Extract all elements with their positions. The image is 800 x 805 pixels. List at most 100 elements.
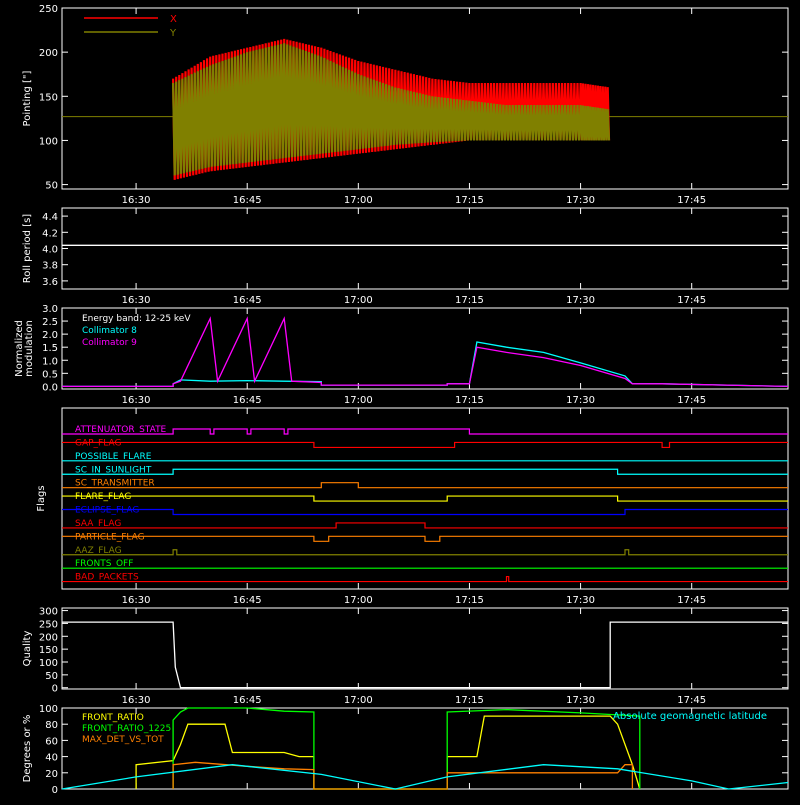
energy-band-annotation: Energy band: 12-25 keV: [82, 314, 191, 324]
y-tick-label: 1.5: [42, 343, 58, 354]
x-tick-label: 17:30: [566, 595, 595, 606]
panel-4: 16:30 16:45 17:00 17:15 17:30 17:45 0 50 100 150 2…: [22, 607, 789, 706]
x-tick-label: 17:45: [677, 295, 706, 306]
legend-label: Y: [169, 28, 177, 39]
x-tick-label: 17:15: [455, 695, 484, 706]
flag-trace: [62, 522, 788, 529]
y-tick-label: 150: [39, 645, 58, 656]
legend-label: FRONT_RATIO_1225: [82, 724, 171, 734]
x-tick-label: 16:30: [122, 395, 151, 406]
y-tick-label: 100: [39, 658, 58, 669]
y-tick-label: 200: [39, 632, 58, 643]
y-tick-label: 300: [39, 607, 58, 618]
y-tick-label: 150: [39, 92, 58, 103]
flag-label: ATTENUATOR_STATE: [75, 425, 167, 435]
x-tick-label: 16:45: [233, 295, 262, 306]
legend-label: FRONT_RATIO: [82, 713, 144, 723]
y-tick-label: 20: [45, 769, 58, 780]
x-tick-label: 17:45: [677, 595, 706, 606]
flag-label: POSSIBLE_FLARE: [75, 452, 152, 462]
flag-trace: [62, 535, 788, 542]
x-tick-label: 17:15: [455, 295, 484, 306]
flag-trace: [62, 428, 788, 435]
x-tick-label: 16:45: [233, 395, 262, 406]
legend-label: Collimator 9: [82, 338, 137, 348]
flag-label: FLARE_FLAG: [75, 492, 131, 502]
flag-label: ECLIPSE_FLAG: [75, 506, 139, 516]
x-tick-label: 17:15: [455, 195, 484, 206]
flag-trace: [62, 549, 788, 556]
y-tick-label: 4.0: [42, 245, 58, 256]
x-tick-label: 17:45: [677, 395, 706, 406]
flag-trace: [62, 482, 788, 489]
series-line-y: [172, 43, 611, 176]
y-tick-label: 40: [45, 753, 58, 764]
y-tick-label: 0.5: [42, 369, 58, 380]
legend-label: MAX_DET_VS_TOT: [82, 735, 164, 745]
y-tick-label: 0: [52, 684, 58, 695]
x-tick-label: 17:00: [344, 595, 373, 606]
series-line: [172, 761, 634, 790]
x-tick-label: 17:30: [566, 395, 595, 406]
y-axis-label: Quality: [22, 631, 33, 667]
panel-1: 16:30 16:45 17:00 17:15 17:30 17:45 3.6 3.8 4.0 4…: [22, 207, 789, 306]
series-line: [62, 316, 789, 388]
x-tick-label: 17:15: [455, 395, 484, 406]
flag-label: SC_IN_SUNLIGHT: [75, 465, 152, 475]
plot-frame: [61, 207, 789, 290]
y-tick-label: 3.6: [42, 277, 58, 288]
series-line: [135, 715, 641, 790]
flag-label: SC_TRANSMITTER: [75, 479, 155, 489]
y-tick-label: 1.0: [42, 356, 58, 367]
plot-frame: [61, 307, 789, 390]
x-tick-label: 16:30: [122, 695, 151, 706]
panel-5: 0 20 40 60 80 100 Degrees or % FRONT_RATIOFRONT…: [22, 704, 789, 796]
panel-3: 16:30 16:45 17:00 17:15 17:30 17:45 Flags ATTEN…: [36, 407, 789, 606]
y-axis-label: Flags: [36, 485, 47, 511]
y-axis-label: Degrees or %: [22, 715, 33, 783]
y-tick-label: 3.8: [42, 261, 58, 272]
legend-label: Collimator 8: [82, 326, 137, 336]
y-tick-label: 2.0: [42, 330, 58, 341]
flag-trace: [62, 575, 788, 583]
panel-2: 16:30 16:45 17:00 17:15 17:30 17:45 0.0 0.5 1.0 1…: [14, 304, 789, 406]
plot-frame: [61, 7, 789, 190]
x-tick-label: 17:30: [566, 695, 595, 706]
flag-label: AAZ_FLAG: [75, 546, 122, 556]
flag-trace: [62, 441, 788, 449]
x-tick-label: 17:45: [677, 695, 706, 706]
flag-trace: [62, 468, 788, 475]
panel-0: 16:30 16:45 17:00 17:15 17:30 17:45 50 100 150 20…: [22, 4, 789, 206]
x-tick-label: 17:00: [344, 395, 373, 406]
x-tick-label: 17:30: [566, 295, 595, 306]
series-line: [172, 707, 641, 790]
x-tick-label: 17:00: [344, 195, 373, 206]
y-tick-label: 3.0: [42, 304, 58, 315]
flag-trace: [62, 508, 788, 516]
y-tick-label: 50: [45, 671, 58, 682]
y-tick-label: 60: [45, 736, 58, 747]
x-tick-label: 16:45: [233, 695, 262, 706]
x-tick-label: 17:00: [344, 695, 373, 706]
y-tick-label: 250: [39, 619, 58, 630]
x-tick-label: 16:30: [122, 295, 151, 306]
y-tick-label: 250: [39, 4, 58, 15]
flag-label: SAA_FLAG: [75, 519, 121, 529]
y-tick-label: 50: [45, 181, 58, 192]
y-tick-label: 0: [52, 785, 58, 796]
x-tick-label: 17:15: [455, 595, 484, 606]
y-axis-label: Roll period [s]: [22, 214, 33, 283]
plot-frame: [61, 407, 789, 590]
legend-label: Absolute geomagnetic latitude: [613, 711, 767, 722]
y-tick-label: 0.0: [42, 382, 58, 393]
plot-frame: [61, 607, 789, 690]
x-tick-label: 16:30: [122, 595, 151, 606]
y-axis-label: Normalized: [14, 320, 25, 377]
y-axis-label: Pointing ["]: [22, 70, 33, 126]
series-line: [62, 341, 789, 388]
x-tick-label: 17:00: [344, 295, 373, 306]
x-tick-label: 17:30: [566, 195, 595, 206]
y-tick-label: 80: [45, 720, 58, 731]
y-tick-label: 100: [39, 136, 58, 147]
